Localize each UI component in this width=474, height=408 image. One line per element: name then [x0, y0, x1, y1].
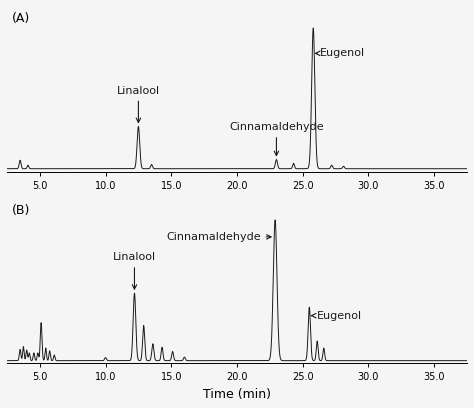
- Text: Eugenol: Eugenol: [316, 49, 365, 58]
- Text: Eugenol: Eugenol: [311, 310, 362, 321]
- Text: (B): (B): [11, 204, 30, 217]
- Text: (A): (A): [11, 12, 30, 25]
- Text: Cinnamaldehyde: Cinnamaldehyde: [229, 122, 324, 155]
- X-axis label: Time (min): Time (min): [203, 388, 271, 401]
- Text: Cinnamaldehyde: Cinnamaldehyde: [166, 232, 271, 242]
- Text: Linalool: Linalool: [113, 252, 156, 289]
- Text: Linalool: Linalool: [117, 86, 160, 122]
